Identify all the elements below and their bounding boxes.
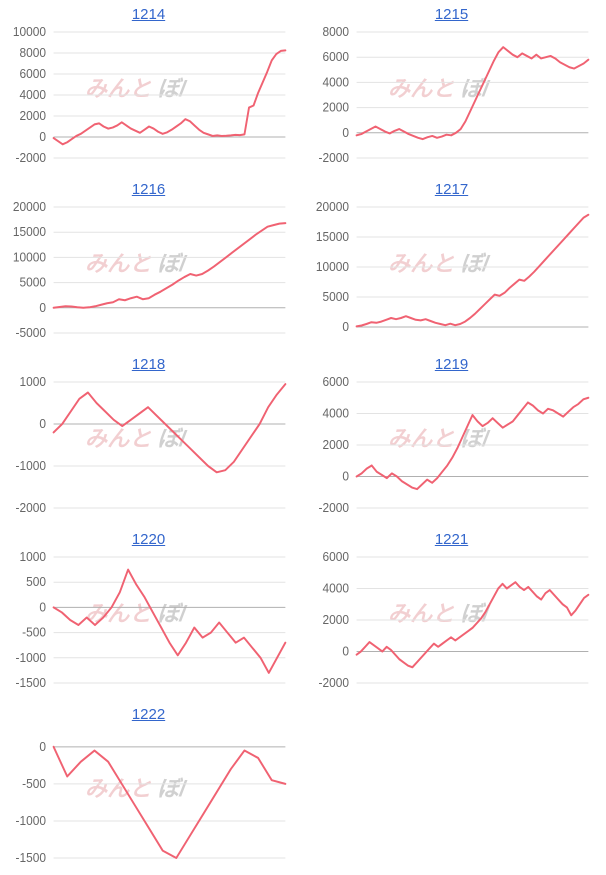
svg-text:-500: -500 xyxy=(22,625,46,639)
svg-text:4000: 4000 xyxy=(19,88,46,102)
line-chart-1218[interactable]: -2000 -1000 0 1000 xyxy=(4,376,293,514)
chart-title-link-7[interactable]: 1221 xyxy=(435,531,468,548)
svg-text:0: 0 xyxy=(342,644,349,658)
chart-area-3: みんと ぼ/ 0 5000 10000 15000 20000 xyxy=(307,201,596,339)
svg-text:-5000: -5000 xyxy=(15,326,46,340)
svg-text:-2000: -2000 xyxy=(15,151,46,165)
svg-text:10000: 10000 xyxy=(13,25,46,39)
chart-area-2: みんと ぼ/ -5000 0 5000 10000 15000 20000 xyxy=(4,201,293,339)
chart-title-link-6[interactable]: 1220 xyxy=(132,531,165,548)
line-chart-1217[interactable]: 0 5000 10000 15000 20000 xyxy=(307,201,596,339)
svg-text:-1500: -1500 xyxy=(15,851,46,865)
svg-text:20000: 20000 xyxy=(316,200,349,214)
svg-text:2000: 2000 xyxy=(322,613,349,627)
line-chart-1215[interactable]: -2000 0 2000 4000 6000 8000 xyxy=(307,26,596,164)
svg-text:2000: 2000 xyxy=(322,100,349,114)
svg-text:6000: 6000 xyxy=(322,50,349,64)
svg-text:-1500: -1500 xyxy=(15,676,46,690)
svg-text:0: 0 xyxy=(39,130,46,144)
svg-text:10000: 10000 xyxy=(316,260,349,274)
chart-cell-1218: 1218 みんと ぼ/ -2000 -1000 0 1000 xyxy=(0,350,303,525)
line-chart-1219[interactable]: -2000 0 2000 4000 6000 xyxy=(307,376,596,514)
svg-text:-500: -500 xyxy=(22,777,46,791)
svg-text:-1000: -1000 xyxy=(15,651,46,665)
line-chart-1222[interactable]: -1500 -1000 -500 0 xyxy=(4,726,293,864)
chart-area-5: みんと ぼ/ -2000 0 2000 4000 6000 xyxy=(307,376,596,514)
chart-cell-1214: 1214 みんと ぼ/ -2000 0 2000 4000 6000 8000 10000 xyxy=(0,0,303,175)
svg-text:15000: 15000 xyxy=(316,230,349,244)
svg-text:-2000: -2000 xyxy=(15,501,46,515)
chart-title-link-4[interactable]: 1218 xyxy=(132,356,165,373)
svg-text:0: 0 xyxy=(39,417,46,431)
svg-text:15000: 15000 xyxy=(13,225,46,239)
svg-text:2000: 2000 xyxy=(322,438,349,452)
svg-text:-2000: -2000 xyxy=(318,501,349,515)
chart-area-8: みんと ぼ/ -1500 -1000 -500 0 xyxy=(4,726,293,864)
svg-text:6000: 6000 xyxy=(322,550,349,564)
chart-title-link-5[interactable]: 1219 xyxy=(435,356,468,373)
chart-area-4: みんと ぼ/ -2000 -1000 0 1000 xyxy=(4,376,293,514)
line-chart-1221[interactable]: -2000 0 2000 4000 6000 xyxy=(307,551,596,689)
line-chart-1214[interactable]: -2000 0 2000 4000 6000 8000 10000 xyxy=(4,26,293,164)
svg-text:0: 0 xyxy=(342,320,349,334)
chart-title-link-2[interactable]: 1216 xyxy=(132,181,165,198)
svg-text:6000: 6000 xyxy=(19,67,46,81)
chart-title-link-8[interactable]: 1222 xyxy=(132,706,165,723)
chart-title-link-3[interactable]: 1217 xyxy=(435,181,468,198)
svg-text:-2000: -2000 xyxy=(318,151,349,165)
chart-cell-1222: 1222 みんと ぼ/ -1500 -1000 -500 0 xyxy=(0,700,303,875)
svg-text:6000: 6000 xyxy=(322,375,349,389)
svg-text:-2000: -2000 xyxy=(318,676,349,690)
svg-text:5000: 5000 xyxy=(19,275,46,289)
chart-cell-1215: 1215 みんと ぼ/ -2000 0 2000 4000 6000 8000 xyxy=(303,0,606,175)
chart-grid: 1214 みんと ぼ/ -2000 0 2000 4000 6000 8000 10000 … xyxy=(0,0,606,875)
chart-area-6: みんと ぼ/ -1500 -1000 -500 0 500 1000 xyxy=(4,551,293,689)
svg-text:0: 0 xyxy=(342,469,349,483)
svg-text:4000: 4000 xyxy=(322,406,349,420)
chart-title-link-0[interactable]: 1214 xyxy=(132,6,165,23)
svg-text:500: 500 xyxy=(26,575,46,589)
svg-text:8000: 8000 xyxy=(19,46,46,60)
chart-cell-1221: 1221 みんと ぼ/ -2000 0 2000 4000 6000 xyxy=(303,525,606,700)
svg-text:8000: 8000 xyxy=(322,25,349,39)
chart-cell-1219: 1219 みんと ぼ/ -2000 0 2000 4000 6000 xyxy=(303,350,606,525)
svg-text:20000: 20000 xyxy=(13,200,46,214)
svg-text:5000: 5000 xyxy=(322,290,349,304)
chart-area-0: みんと ぼ/ -2000 0 2000 4000 6000 8000 10000 xyxy=(4,26,293,164)
chart-cell-1220: 1220 みんと ぼ/ -1500 -1000 -500 0 500 1000 xyxy=(0,525,303,700)
line-chart-1220[interactable]: -1500 -1000 -500 0 500 1000 xyxy=(4,551,293,689)
svg-text:1000: 1000 xyxy=(19,550,46,564)
svg-text:0: 0 xyxy=(39,740,46,754)
chart-title-link-1[interactable]: 1215 xyxy=(435,6,468,23)
line-chart-1216[interactable]: -5000 0 5000 10000 15000 20000 xyxy=(4,201,293,339)
svg-text:2000: 2000 xyxy=(19,109,46,123)
svg-text:0: 0 xyxy=(39,301,46,315)
svg-text:10000: 10000 xyxy=(13,250,46,264)
svg-text:0: 0 xyxy=(39,600,46,614)
svg-text:0: 0 xyxy=(342,126,349,140)
chart-cell-1217: 1217 みんと ぼ/ 0 5000 10000 15000 20000 xyxy=(303,175,606,350)
svg-text:-1000: -1000 xyxy=(15,814,46,828)
svg-text:-1000: -1000 xyxy=(15,459,46,473)
svg-text:4000: 4000 xyxy=(322,75,349,89)
chart-area-1: みんと ぼ/ -2000 0 2000 4000 6000 8000 xyxy=(307,26,596,164)
svg-text:1000: 1000 xyxy=(19,375,46,389)
chart-area-7: みんと ぼ/ -2000 0 2000 4000 6000 xyxy=(307,551,596,689)
svg-text:4000: 4000 xyxy=(322,581,349,595)
chart-cell-1216: 1216 みんと ぼ/ -5000 0 5000 10000 15000 20000 xyxy=(0,175,303,350)
